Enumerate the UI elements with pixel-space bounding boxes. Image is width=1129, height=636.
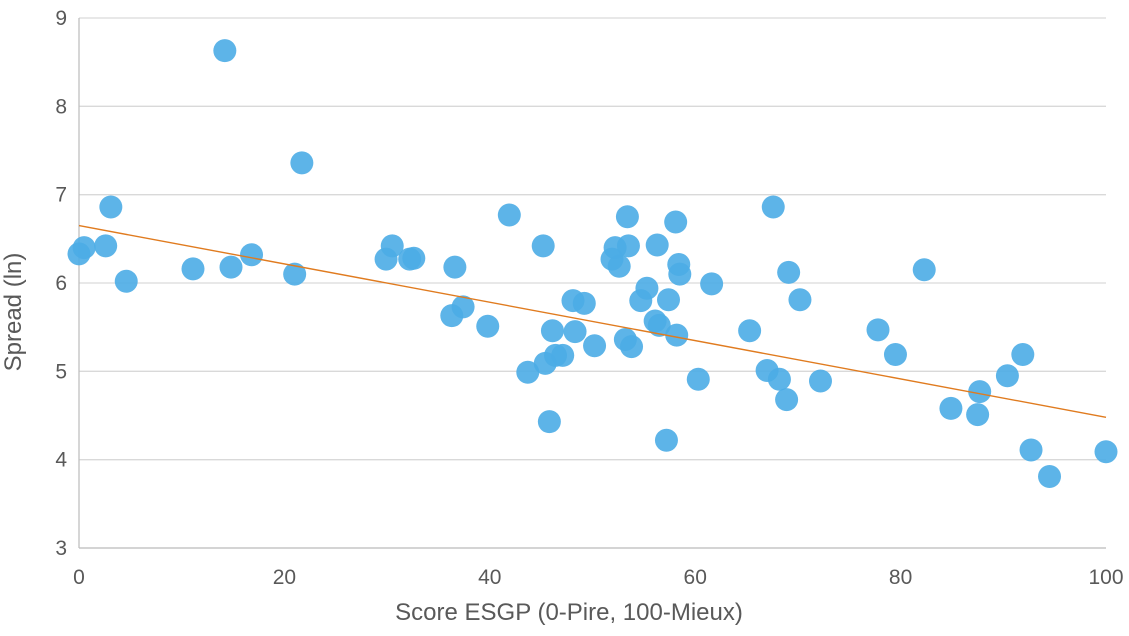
data-point-8 — [240, 243, 264, 267]
x-tick-label: 0 — [73, 566, 85, 589]
x-tick-labels: 0 20 40 60 80 100 — [73, 566, 1123, 589]
data-point-26 — [551, 343, 575, 367]
axes — [78, 18, 1106, 549]
data-point-37 — [620, 335, 644, 359]
data-point-42 — [647, 313, 671, 337]
data-point-24 — [540, 319, 564, 343]
data-point-67 — [1019, 438, 1043, 462]
data-point-10 — [290, 151, 314, 175]
data-point-58 — [808, 369, 832, 393]
data-point-18 — [476, 314, 500, 338]
data-point-20 — [516, 360, 540, 384]
y-tick-label: 9 — [55, 7, 67, 30]
data-point-54 — [767, 367, 791, 391]
data-point-1 — [72, 236, 96, 260]
data-point-29 — [572, 291, 596, 315]
trendline — [78, 224, 1107, 418]
data-point-12 — [380, 234, 404, 258]
data-point-21 — [531, 234, 555, 258]
data-point-45 — [664, 210, 688, 234]
x-tick-label: 40 — [478, 566, 501, 589]
data-point-61 — [912, 258, 936, 282]
data-point-36 — [616, 234, 640, 258]
x-tick-label: 100 — [1088, 566, 1123, 589]
data-point-59 — [866, 318, 890, 342]
y-tick-label: 5 — [55, 360, 67, 383]
y-axis-title: Spread (ln) — [0, 253, 27, 372]
data-point-39 — [635, 276, 659, 300]
data-point-62 — [939, 396, 963, 420]
data-point-69 — [1094, 440, 1118, 464]
data-point-14 — [402, 246, 426, 270]
data-point-46 — [665, 323, 689, 347]
data-point-16 — [443, 255, 467, 279]
trendline-group — [78, 224, 1107, 418]
data-point-43 — [654, 428, 678, 452]
data-point-35 — [615, 205, 639, 229]
data-point-63 — [966, 403, 990, 427]
data-points — [67, 39, 1118, 488]
data-point-33 — [607, 254, 631, 278]
x-axis-title: Score ESGP (0-Pire, 100-Mieux) — [395, 599, 743, 626]
y-tick-label: 7 — [55, 184, 67, 207]
data-point-65 — [995, 364, 1019, 388]
data-point-28 — [563, 320, 587, 344]
data-point-51 — [738, 319, 762, 343]
data-point-50 — [700, 272, 724, 296]
data-point-6 — [213, 39, 237, 63]
data-point-30 — [583, 334, 607, 358]
x-tick-label: 60 — [684, 566, 707, 589]
data-point-4 — [114, 269, 138, 293]
data-point-48 — [668, 262, 692, 286]
data-point-9 — [283, 262, 307, 286]
data-point-19 — [497, 203, 521, 227]
y-tick-label: 3 — [55, 537, 67, 560]
data-point-44 — [656, 288, 680, 312]
data-point-5 — [181, 257, 205, 281]
data-point-55 — [775, 388, 799, 412]
data-point-53 — [761, 195, 785, 219]
data-point-66 — [1011, 343, 1035, 367]
data-point-17 — [451, 295, 475, 319]
x-tick-label: 80 — [889, 566, 912, 589]
y-tick-labels: 3 4 5 6 7 8 9 — [55, 7, 67, 560]
data-point-2 — [94, 234, 118, 258]
x-tick-label: 20 — [273, 566, 296, 589]
y-tick-label: 8 — [55, 95, 67, 118]
y-tick-label: 6 — [55, 272, 67, 295]
data-point-64 — [968, 380, 992, 404]
data-point-56 — [777, 260, 801, 284]
data-point-7 — [219, 255, 243, 279]
data-point-68 — [1038, 464, 1062, 488]
gridlines — [79, 17, 1106, 549]
data-point-41 — [645, 233, 669, 257]
y-tick-label: 4 — [55, 449, 67, 472]
data-point-57 — [788, 288, 812, 312]
data-point-3 — [99, 195, 123, 219]
data-point-60 — [883, 343, 907, 367]
data-point-23 — [537, 410, 561, 434]
data-point-49 — [686, 367, 710, 391]
